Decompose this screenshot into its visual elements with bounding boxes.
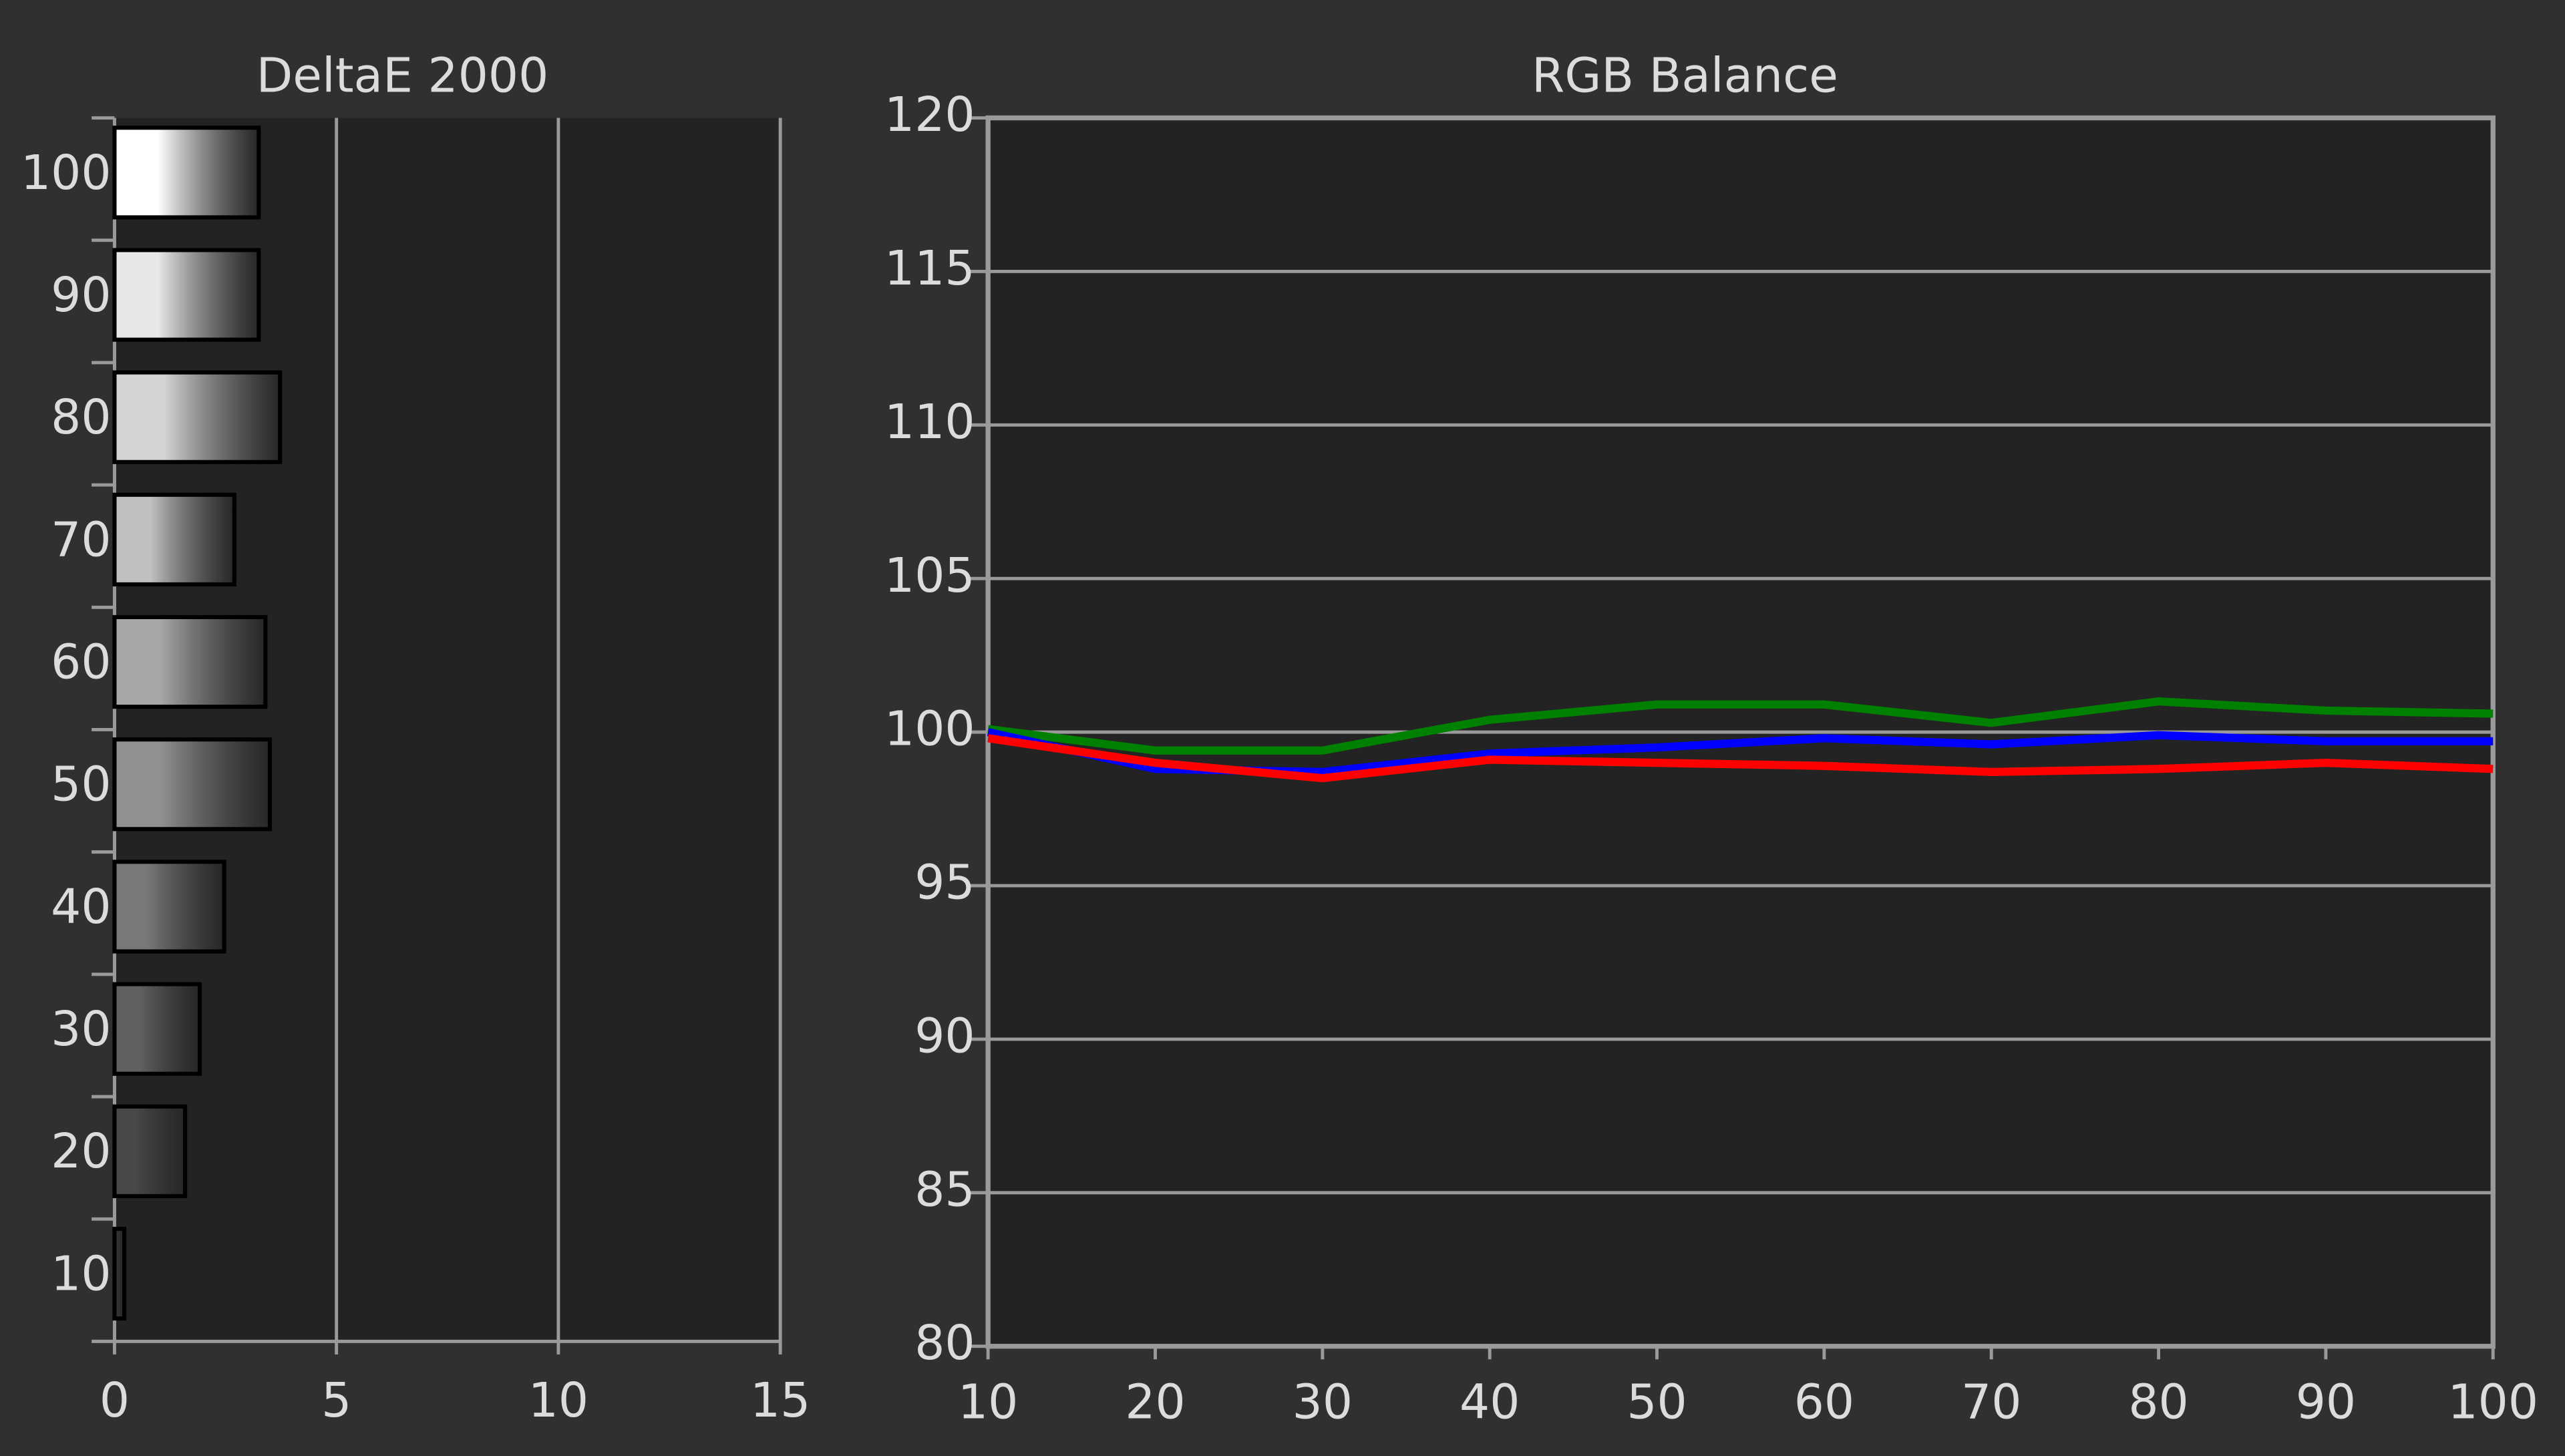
bar — [112, 737, 273, 832]
x-tick-label: 90 — [2296, 1374, 2356, 1429]
line-series — [987, 697, 2494, 755]
bar — [112, 370, 283, 464]
y-tick-label: 40 — [51, 879, 111, 934]
y-tick-label: 80 — [51, 389, 111, 445]
y-tick-label: 30 — [51, 1001, 111, 1057]
y-tick-label: 95 — [914, 855, 975, 910]
x-tick-label: 15 — [750, 1373, 810, 1428]
x-tick-label: 50 — [1627, 1374, 1687, 1429]
y-tick-label: 20 — [51, 1123, 111, 1179]
y-tick-label: 80 — [914, 1315, 975, 1371]
x-tick-label: 10 — [958, 1374, 1018, 1429]
y-tick-label: 50 — [51, 757, 111, 812]
x-tick-label: 70 — [1961, 1374, 2021, 1429]
bar — [112, 982, 202, 1076]
y-tick-label: 85 — [914, 1161, 975, 1217]
x-tick-label: 60 — [1794, 1374, 1854, 1429]
x-tick-label: 30 — [1293, 1374, 1353, 1429]
y-tick-label: 110 — [884, 394, 975, 449]
x-tick-label: 0 — [100, 1373, 130, 1428]
line-series — [987, 734, 2494, 783]
x-tick-label: 10 — [528, 1373, 588, 1428]
x-tick-label: 80 — [2128, 1374, 2188, 1429]
y-tick-label: 90 — [51, 267, 111, 323]
bar — [112, 1226, 127, 1321]
x-tick-label: 20 — [1125, 1374, 1185, 1429]
y-tick-label: 115 — [884, 240, 975, 296]
y-tick-label: 100 — [21, 145, 112, 200]
x-tick-label: 100 — [2447, 1374, 2538, 1429]
bar — [112, 126, 261, 220]
y-tick-label: 90 — [914, 1008, 975, 1063]
chart-title: RGB Balance — [1532, 47, 1838, 103]
y-tick-label: 100 — [884, 701, 975, 757]
y-tick-label: 60 — [51, 634, 111, 689]
bar — [112, 1104, 188, 1198]
y-tick-label: 120 — [884, 87, 975, 142]
y-tick-label: 70 — [51, 512, 111, 567]
bar — [112, 860, 226, 954]
y-tick-label: 10 — [51, 1246, 111, 1301]
x-tick-label: 40 — [1460, 1374, 1520, 1429]
chart-title: DeltaE 2000 — [256, 47, 549, 103]
bar — [112, 248, 261, 342]
bar — [112, 614, 268, 709]
x-tick-label: 5 — [321, 1373, 351, 1428]
bar — [112, 492, 236, 587]
y-tick-label: 105 — [884, 548, 975, 603]
